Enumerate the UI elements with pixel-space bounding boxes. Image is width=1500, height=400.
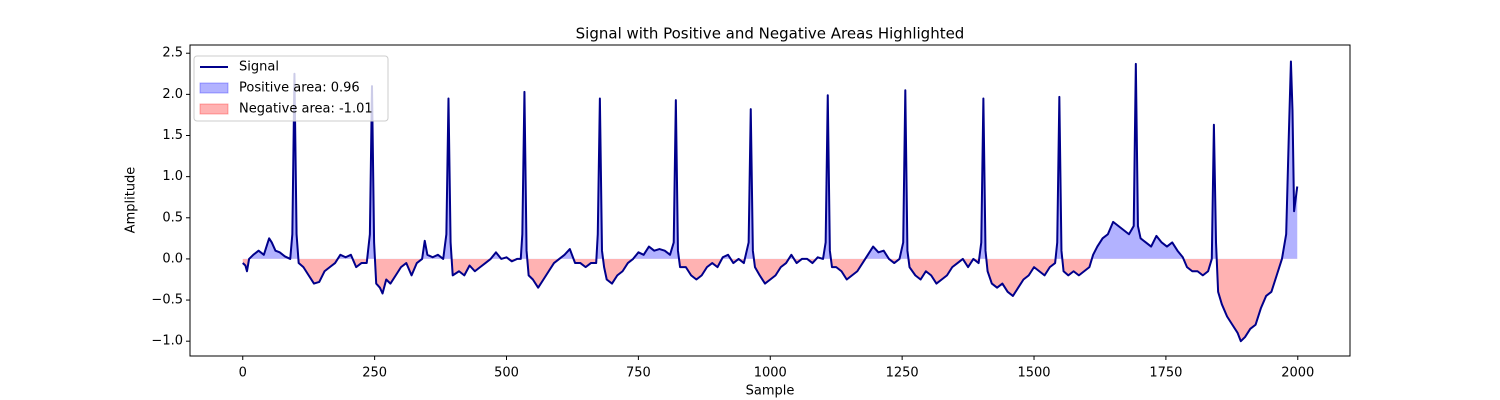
y-axis-label: Amplitude	[124, 167, 139, 234]
y-tick-label: −0.5	[151, 293, 183, 308]
y-tick-label: 0.0	[162, 251, 183, 266]
legend-label: Signal	[239, 60, 279, 75]
signal-line	[242, 60, 1299, 343]
x-tick-label: 750	[626, 366, 651, 381]
y-tick-label: 2.0	[162, 87, 183, 102]
legend-label: Negative area: -1.01	[239, 102, 373, 117]
y-tick-label: 2.5	[162, 46, 183, 61]
legend-swatch	[199, 82, 229, 94]
chart-title: Signal with Positive and Negative Areas …	[576, 25, 965, 43]
y-tick-label: 1.0	[162, 169, 183, 184]
x-tick-label: 500	[494, 366, 519, 381]
x-tick-label: 1000	[754, 366, 787, 381]
x-tick-label: 250	[362, 366, 387, 381]
x-tick-label: 1250	[886, 366, 919, 381]
area-fill	[242, 258, 1282, 342]
y-tick-label: 1.5	[162, 128, 183, 143]
y-tick-label: 0.5	[162, 210, 183, 225]
legend-box	[193, 55, 389, 122]
x-tick-label: 1500	[1017, 366, 1050, 381]
legend-swatch	[199, 103, 229, 115]
x-axis-label: Sample	[746, 384, 795, 399]
y-tick-label: −1.0	[151, 334, 183, 349]
x-tick-label: 0	[239, 366, 247, 381]
legend-label: Positive area: 0.96	[239, 81, 360, 96]
x-tick-label: 2000	[1281, 366, 1314, 381]
x-tick-label: 1750	[1149, 366, 1182, 381]
